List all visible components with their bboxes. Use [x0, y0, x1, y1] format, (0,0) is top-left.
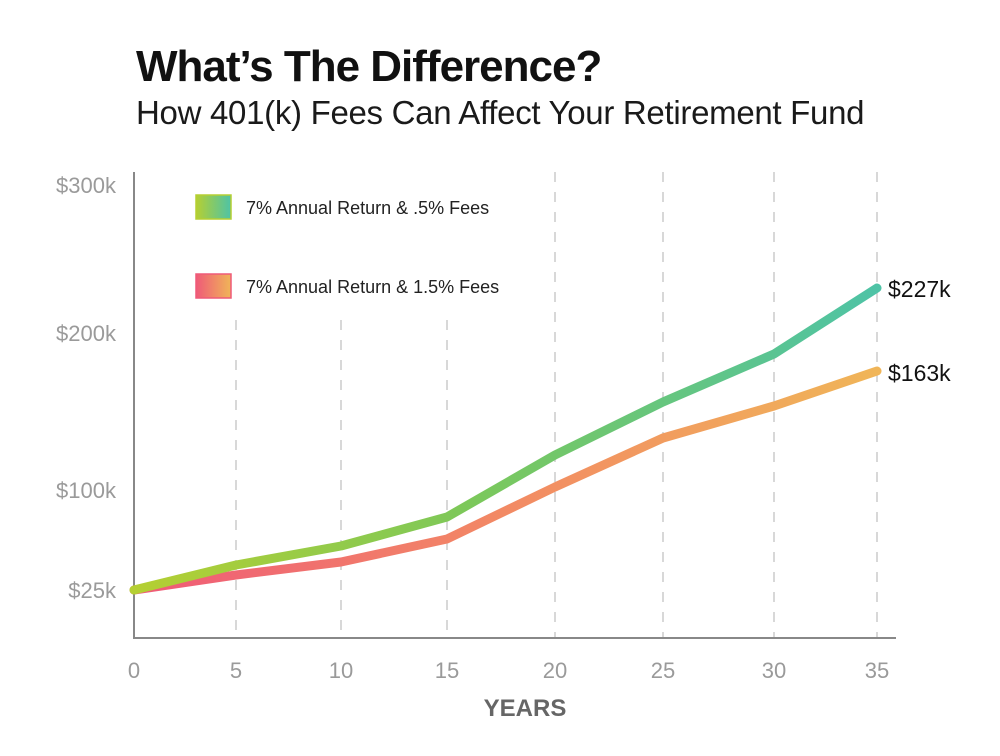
x-tick-25: 25: [651, 658, 675, 683]
x-tick-0: 0: [128, 658, 140, 683]
y-tick-25k: $25k: [68, 578, 117, 603]
chart-title: What’s The Difference?: [136, 42, 602, 91]
x-tick-20: 20: [543, 658, 567, 683]
legend-swatch-high-fee: [195, 273, 232, 299]
series-line-low-fee: [129, 283, 882, 595]
x-tick-35: 35: [865, 658, 889, 683]
series-line-high-fee: [129, 366, 882, 595]
end-label-low-fee: $227k: [888, 276, 951, 302]
legend-swatch-low-fee: [195, 194, 232, 220]
x-tick-15: 15: [435, 658, 459, 683]
x-axis-ticks: 0 5 10 15 20 25 30 35: [128, 658, 889, 683]
y-tick-200k: $200k: [56, 321, 117, 346]
x-tick-5: 5: [230, 658, 242, 683]
y-axis-ticks: $300k $200k $100k $25k: [56, 173, 117, 603]
y-tick-300k: $300k: [56, 173, 117, 198]
legend: 7% Annual Return & .5% Fees 7% Annual Re…: [195, 194, 499, 299]
legend-label-high-fee: 7% Annual Return & 1.5% Fees: [246, 277, 499, 297]
x-axis-label: YEARS: [484, 695, 567, 722]
grid-lines: [235, 172, 878, 638]
legend-label-low-fee: 7% Annual Return & .5% Fees: [246, 198, 489, 218]
chart-subtitle: How 401(k) Fees Can Affect Your Retireme…: [136, 94, 865, 131]
end-label-high-fee: $163k: [888, 360, 951, 386]
x-tick-10: 10: [329, 658, 353, 683]
x-tick-30: 30: [762, 658, 786, 683]
y-tick-100k: $100k: [56, 478, 117, 503]
